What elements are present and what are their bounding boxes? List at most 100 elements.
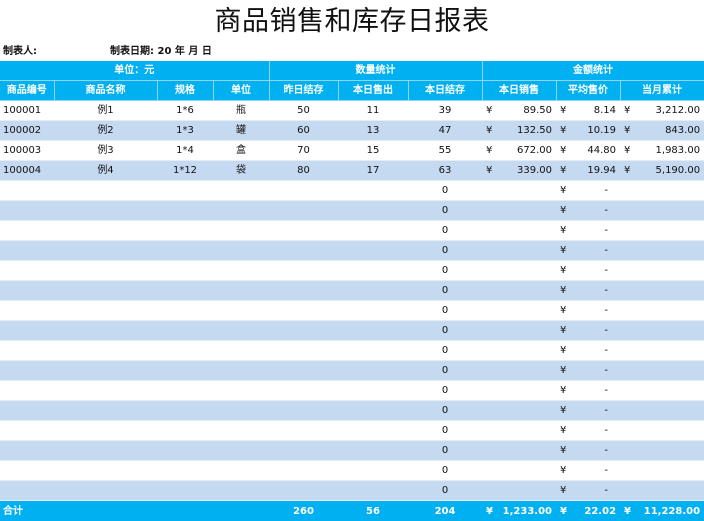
cell-name	[54, 281, 157, 301]
cell-stock: 0	[408, 441, 482, 461]
yen-symbol: ¥	[624, 502, 631, 521]
cell-name: 例3	[54, 141, 157, 161]
cell-prev-stock	[269, 361, 338, 381]
total-empty-cell	[157, 501, 213, 521]
cell-avg-price-value: -	[604, 361, 608, 380]
cell-sales	[482, 461, 556, 481]
cell-prev-stock	[269, 241, 338, 261]
yen-symbol: ¥	[624, 101, 630, 120]
cell-prev-stock	[269, 301, 338, 321]
cell-avg-price: ¥-	[556, 361, 620, 381]
cell-stock: 0	[408, 361, 482, 381]
group-header-amount: 金额统计	[482, 61, 704, 81]
cell-code	[0, 281, 54, 301]
cell-avg-price-value: -	[604, 381, 608, 400]
yen-symbol: ¥	[560, 181, 566, 200]
table-row: 0 ¥-	[0, 401, 704, 421]
cell-sales: ¥132.50	[482, 121, 556, 141]
cell-stock: 0	[408, 461, 482, 481]
cell-prev-stock	[269, 281, 338, 301]
cell-prev-stock	[269, 441, 338, 461]
cell-month-total	[620, 461, 704, 481]
yen-symbol: ¥	[560, 141, 566, 160]
cell-unit	[213, 281, 269, 301]
cell-avg-price-value: -	[604, 201, 608, 220]
yen-symbol: ¥	[560, 341, 566, 360]
maker-label: 制表人:	[3, 44, 37, 60]
cell-unit: 瓶	[213, 101, 269, 121]
cell-name	[54, 401, 157, 421]
cell-prev-stock	[269, 341, 338, 361]
cell-avg-price-value: -	[604, 481, 608, 500]
cell-sales	[482, 441, 556, 461]
cell-avg-price: ¥-	[556, 261, 620, 281]
cell-spec	[157, 361, 213, 381]
cell-sold	[338, 341, 408, 361]
cell-spec	[157, 441, 213, 461]
cell-stock: 0	[408, 281, 482, 301]
cell-spec	[157, 321, 213, 341]
cell-month-total: ¥1,983.00	[620, 141, 704, 161]
cell-sold	[338, 381, 408, 401]
table-row: 0 ¥-	[0, 261, 704, 281]
total-sales-value: 1,233.00	[503, 502, 552, 521]
cell-sold	[338, 441, 408, 461]
cell-sold: 17	[338, 161, 408, 181]
cell-spec	[157, 481, 213, 501]
cell-unit	[213, 321, 269, 341]
cell-month-total	[620, 481, 704, 501]
cell-code	[0, 301, 54, 321]
cell-avg-price: ¥-	[556, 341, 620, 361]
cell-name	[54, 381, 157, 401]
table-row: 0¥-	[0, 221, 704, 241]
cell-avg-price: ¥-	[556, 301, 620, 321]
table-row: 0¥-	[0, 321, 704, 341]
cell-unit	[213, 261, 269, 281]
cell-stock: 0	[408, 421, 482, 441]
cell-name	[54, 361, 157, 381]
cell-avg-price: ¥-	[556, 221, 620, 241]
cell-prev-stock	[269, 461, 338, 481]
cell-prev-stock	[269, 421, 338, 441]
cell-sales	[482, 241, 556, 261]
cell-month-total	[620, 341, 704, 361]
cell-stock: 0	[408, 261, 482, 281]
cell-name	[54, 321, 157, 341]
yen-symbol: ¥	[560, 461, 566, 480]
cell-sales: ¥672.00	[482, 141, 556, 161]
cell-sold: 13	[338, 121, 408, 141]
cell-sales-value: 672.00	[517, 141, 552, 160]
cell-code: 100002	[0, 121, 54, 141]
cell-unit: 袋	[213, 161, 269, 181]
cell-sales	[482, 481, 556, 501]
table-row: 0¥-	[0, 181, 704, 201]
cell-avg-price: ¥10.19	[556, 121, 620, 141]
cell-sales-value: 339.00	[517, 161, 552, 180]
cell-sold	[338, 401, 408, 421]
cell-unit	[213, 441, 269, 461]
cell-code	[0, 441, 54, 461]
total-avg-price: ¥22.02	[556, 501, 620, 521]
cell-code: 100001	[0, 101, 54, 121]
cell-avg-price: ¥-	[556, 401, 620, 421]
cell-spec	[157, 301, 213, 321]
cell-month-total	[620, 201, 704, 221]
cell-avg-price-value: -	[604, 461, 608, 480]
cell-prev-stock: 80	[269, 161, 338, 181]
cell-avg-price: ¥-	[556, 181, 620, 201]
cell-stock: 0	[408, 401, 482, 421]
cell-sales	[482, 341, 556, 361]
cell-sold	[338, 261, 408, 281]
cell-spec	[157, 221, 213, 241]
cell-sold	[338, 241, 408, 261]
yen-symbol: ¥	[624, 121, 630, 140]
cell-sales: ¥339.00	[482, 161, 556, 181]
cell-name	[54, 481, 157, 501]
cell-spec	[157, 241, 213, 261]
cell-stock: 63	[408, 161, 482, 181]
cell-avg-price-value: -	[604, 281, 608, 300]
cell-avg-price: ¥-	[556, 461, 620, 481]
cell-month-total: ¥5,190.00	[620, 161, 704, 181]
cell-code	[0, 461, 54, 481]
cell-sold	[338, 181, 408, 201]
